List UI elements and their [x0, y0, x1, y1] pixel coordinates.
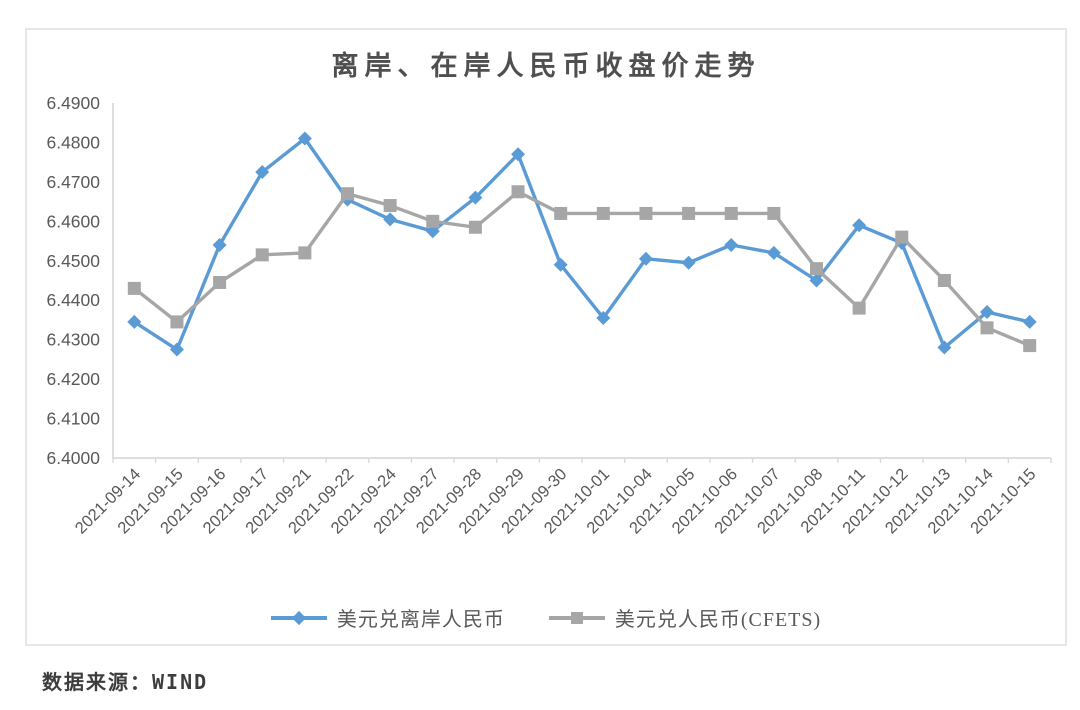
data-point-diamond	[127, 314, 142, 329]
chart-title: 离岸、在岸人民币收盘价走势	[331, 51, 761, 81]
data-point-square	[682, 206, 696, 220]
y-axis-label: 6.4600	[46, 211, 100, 231]
data-point-square	[937, 274, 951, 287]
data-point-square	[383, 199, 397, 213]
data-point-square	[213, 275, 227, 289]
diamond-marker-icon	[291, 610, 306, 625]
data-point-diamond	[937, 340, 952, 355]
data-point-square	[426, 214, 440, 228]
y-axis-label: 6.4900	[46, 93, 100, 113]
data-point-square	[298, 246, 312, 260]
data-point-square	[255, 248, 269, 262]
data-point-diamond	[255, 165, 270, 180]
y-axis-label: 6.4400	[46, 290, 100, 310]
data-point-diamond	[596, 310, 611, 325]
data-point-square	[852, 301, 866, 315]
legend-sample-line	[270, 610, 327, 626]
data-point-square	[554, 206, 568, 220]
data-point-square	[895, 230, 909, 244]
chart-svg: 6.4900 6.4800 6.4700 6.4600 6.4500 6.4400 6.43…	[46, 93, 1052, 538]
y-axis-label: 6.4200	[46, 369, 100, 389]
legend: 美元兑离岸人民币 美元兑人民币(CFETS)	[27, 603, 1065, 632]
legend-sample-line	[548, 610, 605, 626]
data-point-square	[170, 315, 184, 329]
y-axis-label: 6.4300	[46, 330, 100, 350]
data-point-square	[341, 187, 354, 201]
legend-label-offshore-cnh: 美元兑离岸人民币	[336, 609, 505, 631]
data-point-diamond	[212, 238, 227, 252]
data-point-diamond	[383, 212, 398, 227]
data-point-diamond	[553, 257, 568, 272]
y-axis-label: 6.4500	[46, 251, 100, 271]
data-point-square	[511, 185, 525, 199]
data-point-square	[980, 321, 994, 335]
data-point-square	[724, 206, 738, 220]
y-axis-label: 6.4800	[46, 132, 100, 152]
data-point-square	[639, 206, 653, 220]
y-axis-label: 6.4700	[46, 172, 100, 192]
data-point-square	[127, 281, 141, 295]
data-point-diamond	[724, 238, 739, 252]
data-point-diamond	[468, 190, 483, 205]
data-point-diamond	[766, 245, 781, 260]
legend-label-cfets-cny: 美元兑人民币(CFETS)	[614, 609, 822, 631]
line-chart: 6.4900 6.4800 6.4700 6.4600 6.4500 6.4400 6.43…	[27, 85, 1065, 603]
y-axis-label: 6.4100	[46, 409, 100, 429]
y-axis-label: 6.4000	[46, 448, 100, 468]
data-point-diamond	[852, 218, 867, 233]
data-point-square	[767, 206, 781, 220]
data-point-square	[1023, 339, 1037, 353]
chart-frame: 离岸、在岸人民币收盘价走势 6.4900 6.4800 6.4700 6.4600 6.…	[25, 28, 1067, 646]
data-point-square	[596, 206, 610, 220]
data-point-diamond	[809, 273, 824, 288]
data-point-diamond	[980, 305, 995, 320]
data-point-square	[810, 262, 823, 276]
legend-item-offshore-cnh: 美元兑离岸人民币	[270, 603, 505, 632]
data-point-diamond	[169, 342, 184, 357]
data-point-diamond	[1022, 314, 1037, 329]
series-line-1	[132, 190, 1032, 348]
data-point-diamond	[681, 255, 696, 270]
data-point-diamond	[638, 251, 653, 266]
legend-item-cfets-cny: 美元兑人民币(CFETS)	[548, 603, 822, 632]
data-point-square	[468, 220, 482, 234]
data-point-diamond	[297, 131, 312, 146]
series-line-0	[132, 136, 1032, 352]
square-marker-icon	[570, 611, 583, 624]
data-source-note: 数据来源：WIND	[42, 670, 209, 694]
